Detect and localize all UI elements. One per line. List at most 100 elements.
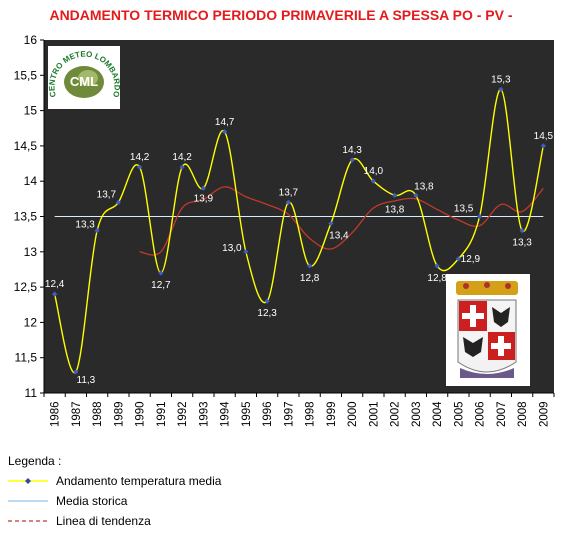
legend-label: Andamento temperatura media [56,474,222,488]
y-tick-label: 16 [24,33,38,47]
data-label: 13,3 [75,220,95,231]
data-label: 11,3 [77,375,96,386]
x-axis: 1986 1987 1988 1989 1990 1991 1992 1993 1994 1995… [43,392,555,427]
chart-title: ANDAMENTO TERMICO PERIODO PRIMAVERILE A … [49,7,512,23]
x-tick-label: 1994 [220,401,232,427]
data-point [392,192,398,198]
x-tick-label: 2002 [390,401,402,427]
data-label: 13,9 [194,193,214,204]
x-tick-label: 1996 [262,401,274,427]
coat-of-arms-logo [446,274,530,386]
x-tick-label: 1999 [326,401,338,427]
data-point [52,291,58,297]
data-point [158,270,164,276]
data-point [94,228,100,234]
data-point [413,192,419,198]
x-tick-label: 1990 [135,401,147,427]
x-tick-label: 1986 [50,401,62,427]
x-tick-label: 1989 [113,401,125,427]
x-tick-label: 2001 [368,401,380,427]
data-label: 13,7 [279,187,299,198]
data-label: 14,5 [534,131,554,142]
data-point [73,369,79,375]
y-tick-label: 14,5 [14,139,38,153]
legend-blue-line-icon [8,495,48,507]
centro-meteo-lombardo-logo: CML CENTRO METEO LOMBARDO [47,46,122,109]
y-tick-label: 14 [24,174,38,188]
data-point [307,263,313,269]
legend: Legenda : Andamento temperatura media Me… [8,454,558,531]
legend-title: Legenda : [8,454,62,468]
data-point [200,185,206,191]
y-tick-label: 11,5 [15,351,38,365]
x-tick-label: 2009 [538,401,550,427]
data-point [115,199,121,205]
data-point [540,143,546,149]
data-point [434,263,440,269]
x-tick-label: 1988 [92,401,104,427]
x-tick-label: 1992 [177,401,189,427]
y-tick-label: 13 [24,245,38,259]
x-tick-label: 1997 [283,401,295,427]
x-tick-label: 2000 [347,401,359,427]
legend-yellow-marker-icon [8,475,48,487]
data-label: 13,0 [222,243,242,254]
series-linea-di-tendenza [139,186,544,256]
x-tick-label: 2003 [411,401,423,427]
data-point [477,213,483,220]
x-tick-label: 1993 [198,401,210,427]
legend-label: Linea di tendenza [56,514,151,528]
x-tick-label: 2007 [496,401,508,427]
x-tick-label: 1995 [241,401,253,427]
data-label: 14,7 [215,117,235,128]
x-tick-label: 2006 [475,401,487,427]
data-point [370,178,376,184]
trend-line [139,186,544,256]
data-label: 14,0 [364,166,384,177]
data-point [243,249,249,255]
data-labels: 12,4 11,3 13,3 13,7 14,2 12,7 14,2 13,9 14,7 13,0… [45,74,554,385]
data-label: 12,9 [461,254,481,265]
legend-item-trend: Linea di tendenza [8,511,558,531]
data-label: 14,2 [172,152,192,163]
y-tick-label: 12,5 [14,280,38,294]
data-label: 12,8 [300,273,320,284]
data-label: 12,7 [151,280,171,291]
data-label: 13,7 [97,189,117,200]
y-axis: 11 11,5 12 12,5 13 13,5 14 14,5 15 15,5 16 [14,33,45,400]
series-andamento-temperatura [52,86,546,375]
logo-initials: CML [70,74,98,89]
data-label: 13,3 [512,238,532,249]
data-point [179,164,185,170]
x-tick-label: 2005 [453,401,465,427]
x-tick-label: 1987 [71,401,83,427]
data-label: 14,2 [130,152,150,163]
data-label: 14,3 [342,145,362,156]
data-label: 12,8 [427,273,447,284]
x-tick-label: 1998 [305,401,317,427]
y-tick-label: 11 [25,386,38,400]
y-tick-label: 12 [24,315,38,329]
y-tick-label: 13,5 [14,210,38,224]
legend-red-dash-icon [8,515,48,527]
data-point [137,164,143,170]
data-point [349,157,355,163]
data-point [285,199,291,205]
data-label: 13,8 [414,181,434,192]
data-label: 13,8 [385,204,405,215]
x-tick-label: 2004 [432,401,444,427]
x-tick-label: 1991 [156,401,168,427]
legend-item-media: Media storica [8,491,558,511]
data-point [498,86,504,93]
x-tick-label: 2008 [517,401,529,427]
legend-item-temperature: Andamento temperatura media [8,471,558,491]
data-label: 12,4 [45,279,65,290]
data-label: 13,4 [329,231,349,242]
data-label: 12,3 [257,308,277,319]
data-label: 13,5 [454,204,474,215]
legend-label: Media storica [56,494,128,508]
data-point [519,228,525,234]
y-tick-label: 15,5 [14,68,38,82]
data-label: 15,3 [491,74,511,85]
